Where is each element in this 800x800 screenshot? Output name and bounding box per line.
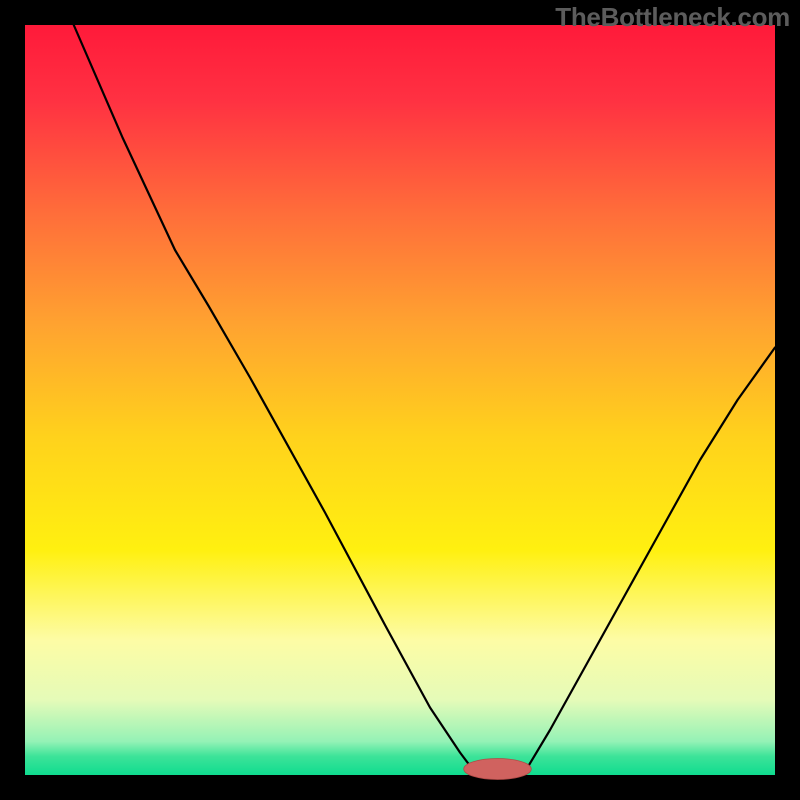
optimal-marker [464, 759, 532, 780]
bottleneck-chart [0, 0, 800, 800]
chart-container: TheBottleneck.com [0, 0, 800, 800]
plot-background [25, 25, 775, 775]
watermark-label: TheBottleneck.com [555, 2, 790, 33]
